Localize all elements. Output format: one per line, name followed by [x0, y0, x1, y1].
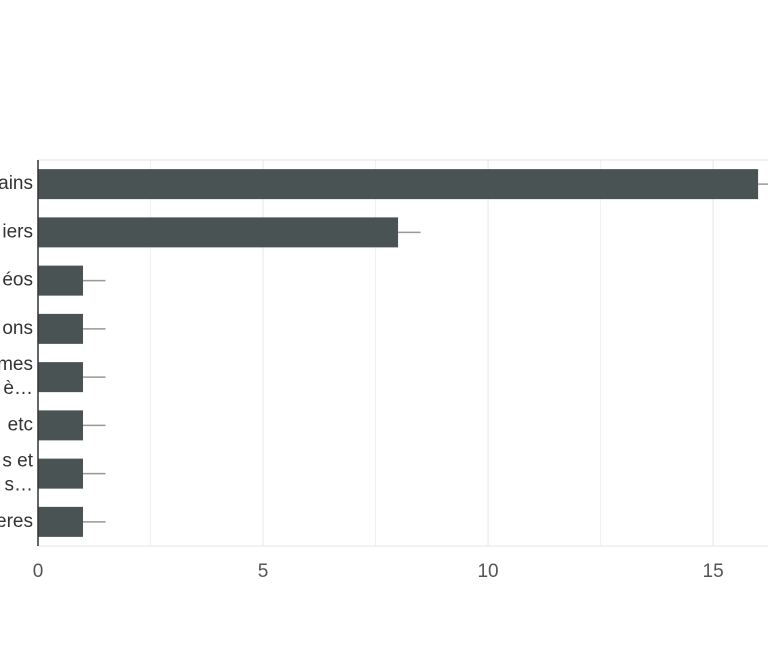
bar: [38, 265, 84, 296]
y-tick-label: eres: [0, 511, 33, 532]
y-tick-label: iers: [2, 221, 33, 242]
y-tick-label-line: s…: [5, 475, 34, 496]
y-tick-label-line: mes: [0, 354, 33, 375]
y-tick-label: s et s…: [2, 451, 33, 496]
x-tick-label: 10: [477, 561, 498, 582]
y-tick-label: etc: [8, 414, 33, 435]
bar: [38, 217, 399, 248]
x-tick-label: 15: [703, 561, 724, 582]
y-tick-label: ains: [0, 173, 33, 194]
bar: [38, 169, 759, 200]
bar: [38, 362, 84, 393]
y-tick-label-line: eres: [0, 511, 33, 532]
y-tick-label-line: è…: [3, 378, 33, 399]
y-tick-label: éos: [2, 270, 33, 291]
y-tick-label-line: s et: [2, 451, 33, 472]
y-tick-label-line: ons: [2, 318, 33, 339]
y-tick-label: ons: [2, 318, 33, 339]
y-tick-label-line: éos: [2, 270, 33, 291]
bar: [38, 410, 84, 441]
bar: [38, 458, 84, 489]
y-tick-label-line: iers: [2, 221, 33, 242]
y-tick-label-line: etc: [8, 414, 33, 435]
y-tick-label-line: ains: [0, 173, 33, 194]
y-tick-label: mes è…: [0, 354, 33, 399]
bar: [38, 506, 84, 537]
x-tick-label: 5: [258, 561, 269, 582]
x-tick-label: 0: [33, 561, 44, 582]
bar: [38, 313, 84, 344]
